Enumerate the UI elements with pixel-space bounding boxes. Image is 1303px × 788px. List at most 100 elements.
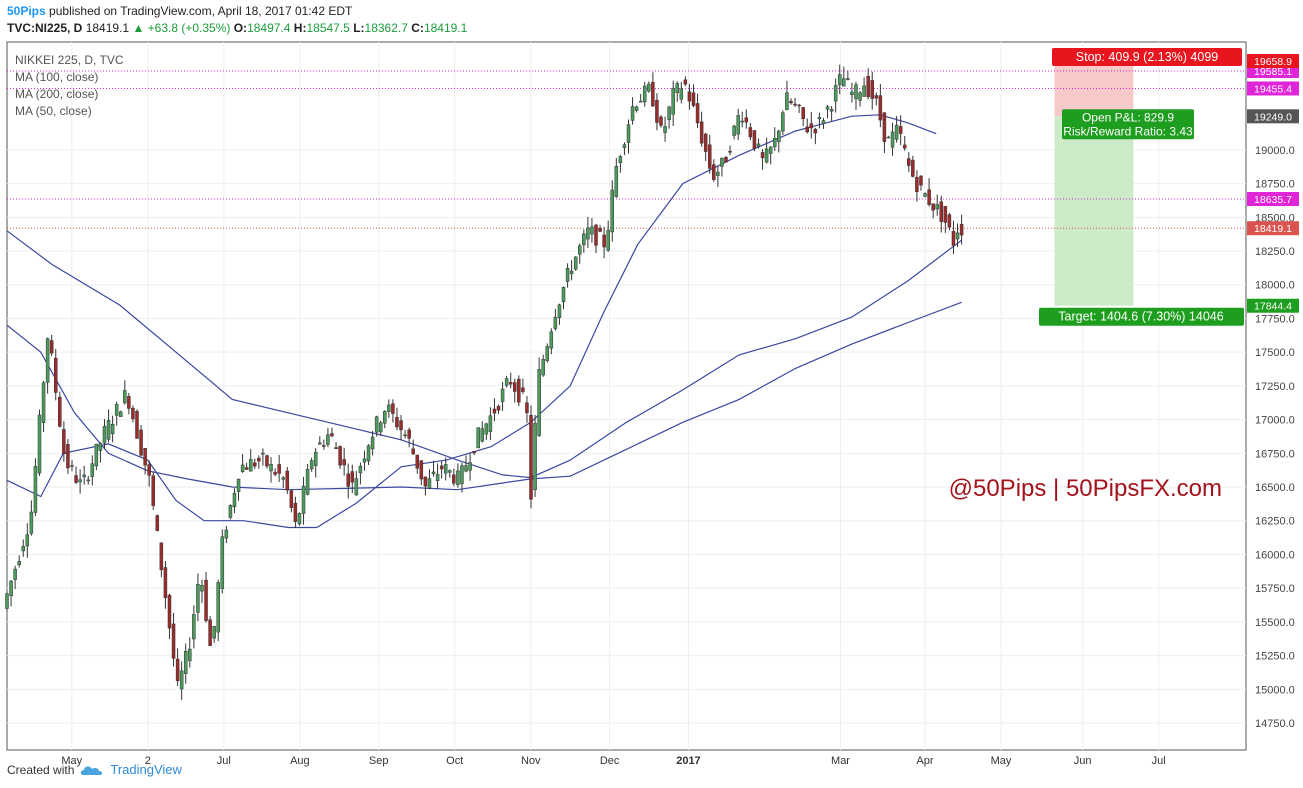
y-tick-label: 15500.0 — [1255, 617, 1295, 629]
candle-body — [289, 490, 294, 508]
symbol-label: TVC:NI225, D — [7, 21, 83, 35]
candle-body — [748, 127, 753, 138]
candle-body — [171, 623, 176, 659]
candle-body — [269, 463, 273, 472]
candle-body — [557, 304, 562, 319]
high-label: H: — [293, 21, 307, 35]
candle-body — [407, 429, 411, 439]
candle-body — [159, 542, 164, 571]
candle-body — [456, 470, 460, 486]
publish-line: 50Pips published on TradingView.com, Apr… — [7, 3, 467, 20]
candle-body — [732, 125, 736, 136]
pl-label-box — [1062, 109, 1194, 140]
last-price: 18419.1 — [85, 21, 130, 35]
chart-header: 50Pips published on TradingView.com, Apr… — [7, 3, 467, 37]
candle-body — [135, 410, 139, 439]
candle-body — [74, 475, 78, 483]
candle-body — [667, 106, 671, 120]
y-tick-label: 16500.0 — [1255, 482, 1295, 494]
y-tick-label: 14750.0 — [1255, 718, 1295, 730]
candle-body — [127, 396, 131, 409]
candle-body — [480, 428, 485, 442]
candle-body — [598, 228, 602, 232]
candle-body — [862, 85, 866, 97]
candle-body — [78, 479, 82, 483]
candle-body — [642, 85, 647, 103]
candle-body — [492, 408, 497, 414]
candle-body — [216, 582, 220, 633]
candle-body — [106, 420, 111, 440]
candle-body — [740, 120, 744, 123]
open-label: O: — [233, 21, 248, 35]
candle-body — [529, 415, 533, 500]
candle-body — [691, 92, 696, 106]
candle-body — [431, 471, 436, 475]
candle-body — [330, 433, 334, 437]
candle-body — [192, 614, 196, 640]
candle-body — [687, 91, 692, 102]
candle-body — [452, 474, 456, 484]
candle-body — [183, 650, 188, 674]
axis-badge — [1247, 298, 1299, 313]
candle-body — [301, 485, 306, 514]
target-label-box — [1039, 307, 1244, 326]
candle-body — [683, 79, 688, 85]
candle-body — [707, 144, 712, 169]
candle-body — [764, 148, 769, 163]
candle-body — [622, 144, 627, 148]
y-tick-label: 17000.0 — [1255, 415, 1295, 427]
target-zone — [1054, 116, 1134, 306]
candle-body — [785, 92, 789, 111]
candle-body — [212, 626, 216, 639]
author-link[interactable]: 50Pips — [7, 4, 46, 18]
candle-body — [569, 270, 574, 275]
candle-body — [261, 452, 265, 455]
candle-body — [703, 133, 708, 152]
candles — [5, 64, 964, 701]
position-tool[interactable] — [1054, 61, 1134, 306]
price-axis[interactable]: 14750.0 15000.0 15250.0 15500.0 15750.0 16000… — [1255, 145, 1295, 730]
candle-body — [25, 534, 30, 547]
watermark: @50Pips | 50PipsFX.com — [949, 475, 1222, 502]
candle-body — [886, 136, 891, 139]
candle-body — [630, 106, 635, 121]
candle-body — [468, 462, 472, 471]
y-tick-label: 16000.0 — [1255, 549, 1295, 561]
y-tick-label: 16750.0 — [1255, 448, 1295, 460]
candle-body — [90, 463, 95, 477]
axis-badge-label: 19249.0 — [1254, 111, 1292, 123]
candle-body — [98, 443, 103, 451]
x-tick-label: Aug — [290, 755, 310, 767]
close-label: C: — [411, 21, 424, 35]
stop-label-box — [1052, 48, 1242, 67]
candle-body — [882, 112, 887, 142]
candle-body — [399, 420, 403, 431]
candle-body — [626, 124, 631, 143]
candle-body — [533, 422, 537, 491]
candle-body — [614, 166, 619, 197]
candle-body — [553, 316, 558, 329]
candle-body — [411, 448, 415, 455]
tradingview-link[interactable]: TradingView — [110, 762, 182, 777]
time-axis[interactable]: May 2 Jul Aug Sep Oct Nov Dec 2017 Mar Apr May Jun Ju… — [61, 755, 1165, 767]
candle-body — [695, 103, 700, 124]
y-tick-label: 15000.0 — [1255, 684, 1295, 696]
candle-body — [496, 405, 501, 411]
x-tick-label: Sep — [369, 755, 389, 767]
candle-body — [858, 92, 862, 101]
candle-body — [228, 505, 233, 518]
candle-body — [728, 151, 732, 153]
candle-body — [435, 474, 440, 481]
candle-body — [163, 567, 168, 599]
open-value: 18497.4 — [247, 21, 291, 35]
candle-body — [744, 117, 749, 123]
candle-body — [768, 146, 773, 154]
legend-title: NIKKEI 225, D, TVC — [15, 53, 124, 67]
candle-body — [488, 415, 493, 432]
candle-body — [902, 144, 907, 149]
candle-body — [781, 112, 785, 132]
candle-body — [297, 513, 302, 525]
pl-label: Open P&L: 829.9 — [1082, 110, 1174, 124]
candle-body — [772, 138, 777, 148]
